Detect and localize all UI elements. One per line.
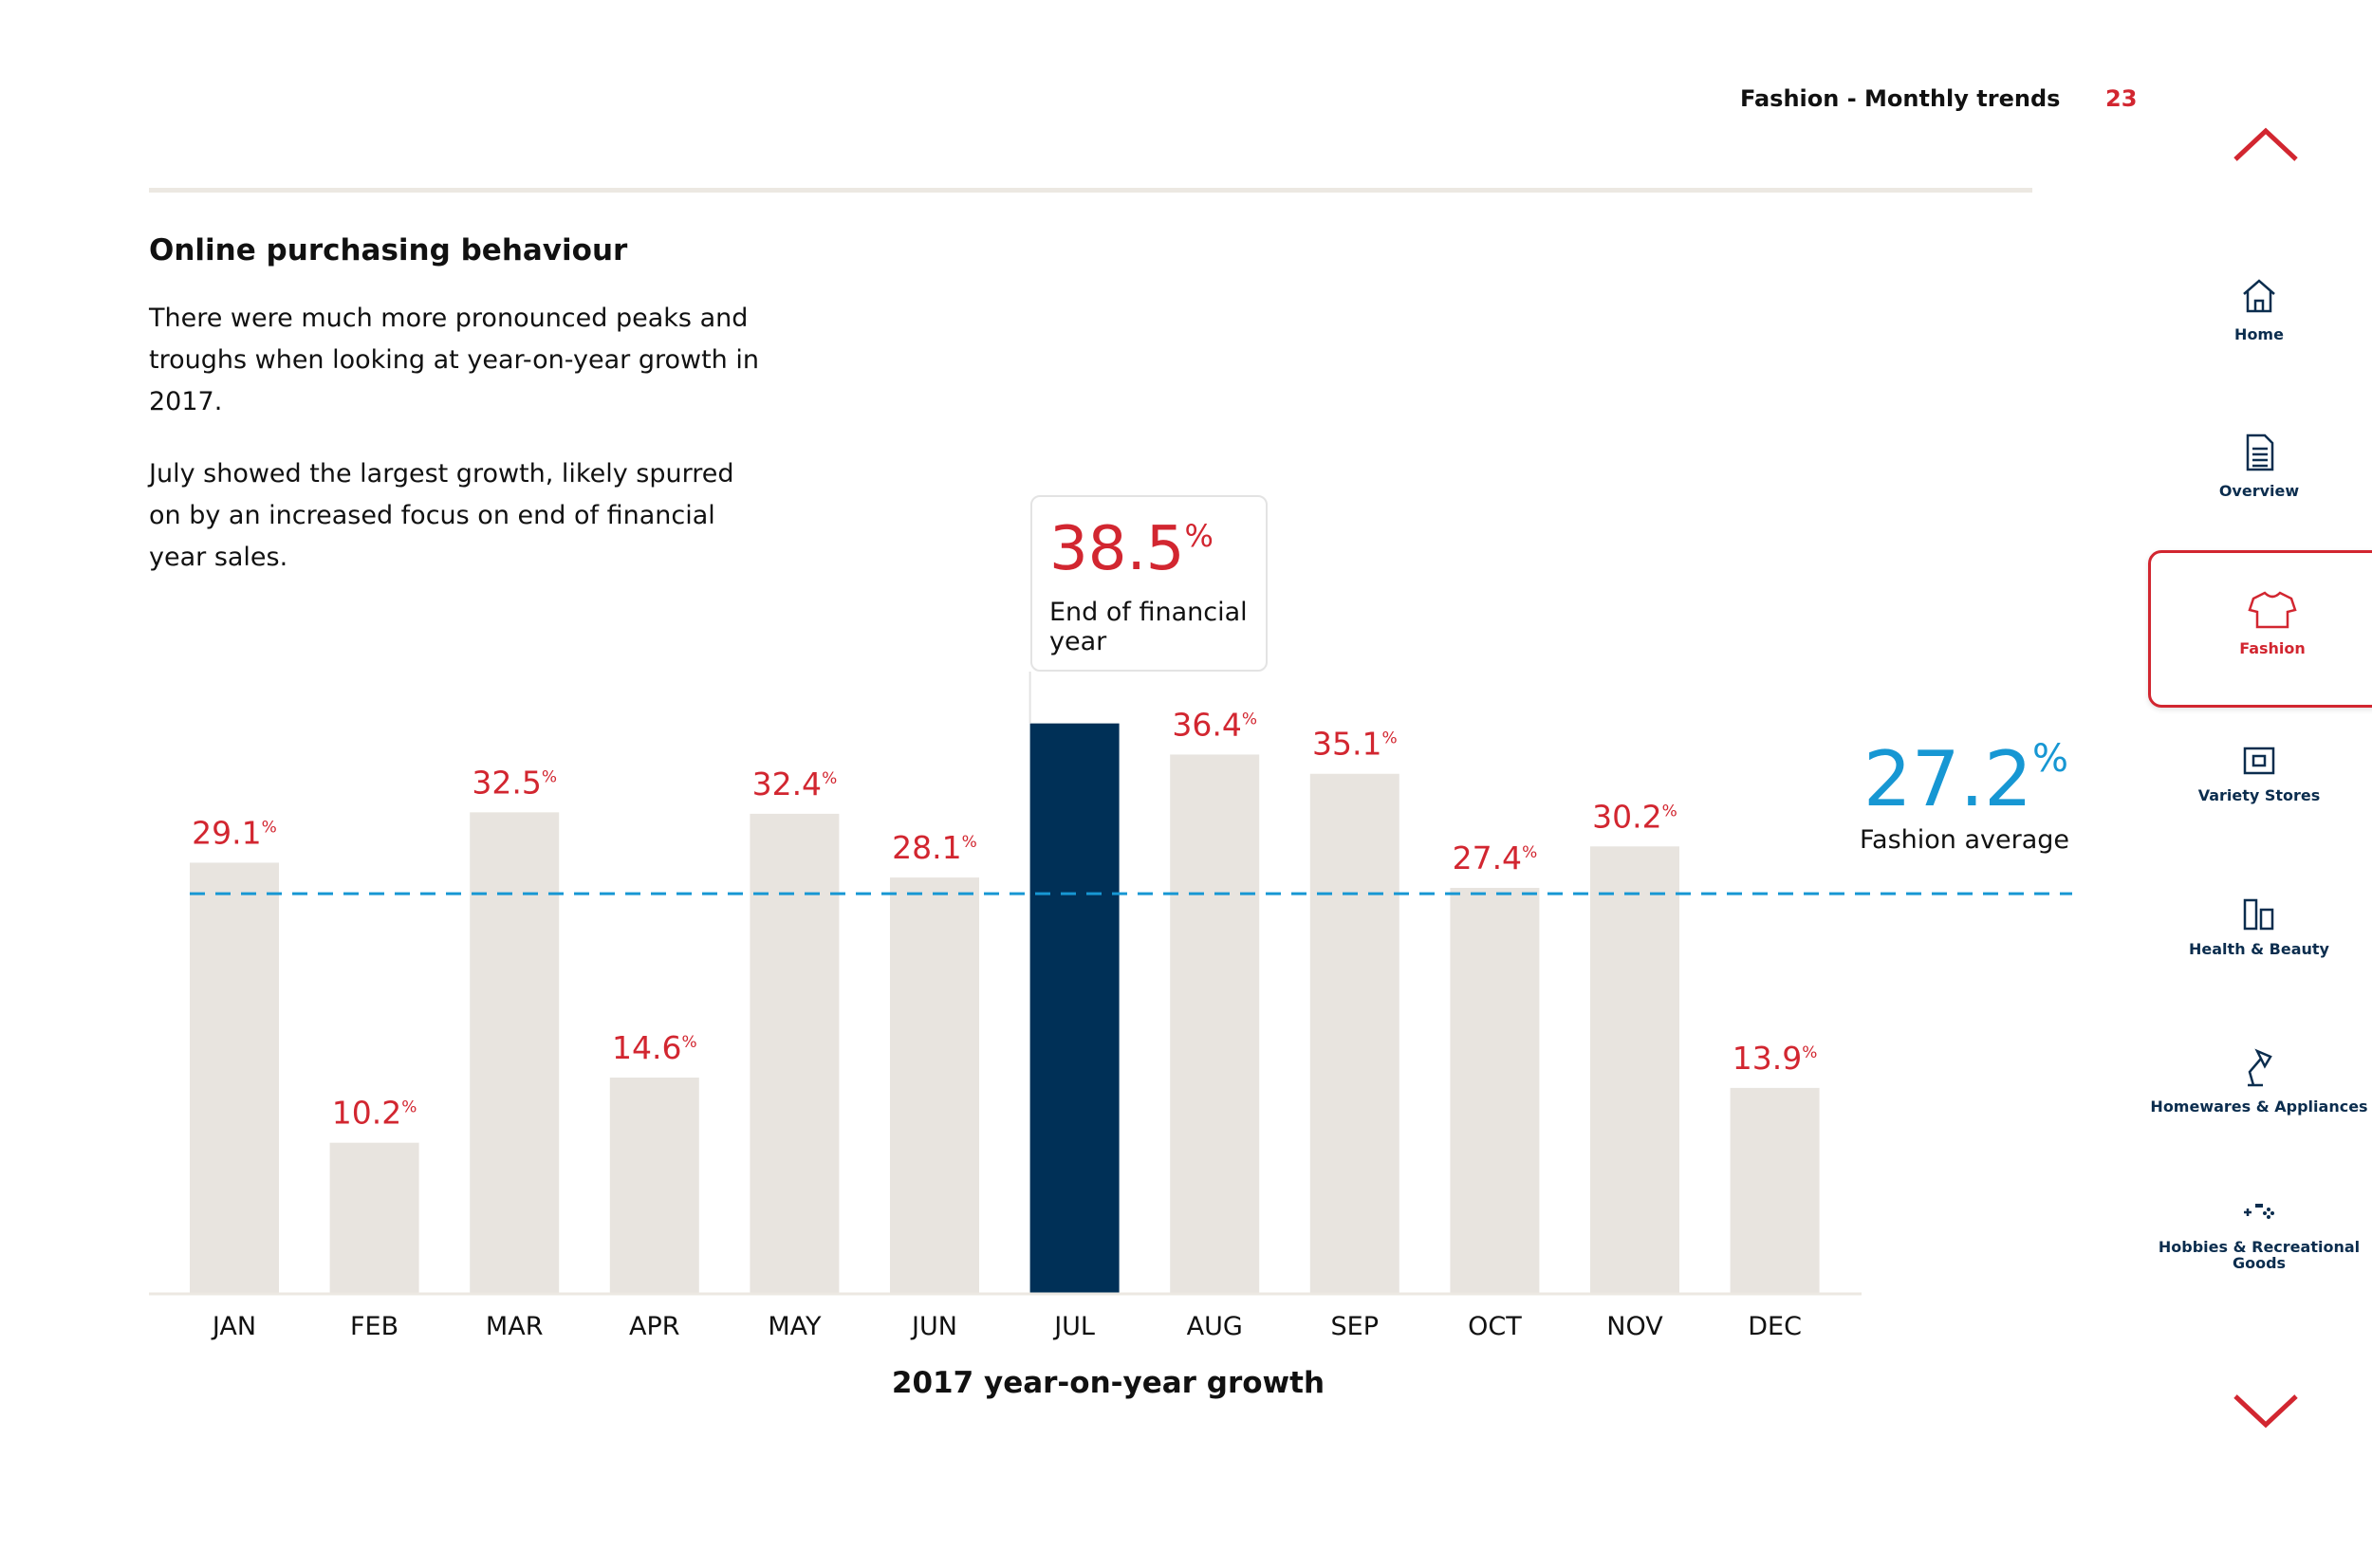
document-icon [2246, 434, 2274, 471]
sidebar-item-homewares[interactable]: Homewares & Appliances [2146, 1047, 2372, 1115]
bar-apr [609, 1077, 699, 1294]
tick-label-dec: DEC [1748, 1312, 1802, 1341]
sidebar-item-label: Homewares & Appliances [2150, 1098, 2368, 1116]
data-label-mar: 32.5% [472, 764, 557, 801]
sidebar-item-overview[interactable]: Overview [2146, 432, 2372, 499]
july-paragraph: July showed the largest growth, likely s… [149, 459, 734, 572]
bar-may [750, 813, 840, 1294]
intro-paragraph: There were much more pronounced peaks an… [149, 304, 759, 416]
tick-label-jun: JUN [910, 1312, 957, 1341]
bottles-icon [2243, 898, 2274, 931]
average-value: 27.2% [1862, 735, 2068, 823]
gamepad-icon [2244, 1204, 2274, 1219]
lamp-icon [2248, 1048, 2272, 1087]
tick-label-feb: FEB [350, 1312, 398, 1341]
average-label: Fashion average [1860, 825, 2070, 855]
bar-dec [1730, 1087, 1820, 1294]
data-label-sep: 35.1% [1312, 726, 1398, 763]
bar-oct [1450, 888, 1540, 1294]
sidebar-item-hobbies[interactable]: Hobbies & Recreational Goods [2146, 1195, 2372, 1271]
tick-label-mar: MAR [486, 1312, 544, 1341]
data-label-oct: 27.4% [1453, 839, 1538, 876]
tick-label-nov: NOV [1606, 1312, 1663, 1341]
header-divider [149, 188, 2032, 193]
sidebar-item-fashion[interactable]: Fashion [2148, 550, 2372, 708]
sidebar-item-home[interactable]: Home [2146, 275, 2372, 342]
home-icon [2243, 279, 2275, 313]
tick-label-jul: JUL [1052, 1312, 1095, 1341]
data-label-aug: 36.4% [1172, 706, 1257, 743]
tick-label-jan: JAN [211, 1312, 256, 1341]
tick-label-apr: APR [629, 1312, 680, 1341]
bar-mar [470, 812, 560, 1294]
sidebar-item-label: Overview [2218, 482, 2300, 500]
sidebar-item-label: Variety Stores [2197, 786, 2321, 804]
sidebar-item-label: Fashion [2239, 639, 2306, 657]
sidebar-item-label: Hobbies & Recreational Goods [2158, 1238, 2361, 1272]
scroll-up-icon[interactable] [2232, 123, 2300, 165]
page-number: 23 [2105, 85, 2138, 112]
scroll-down-icon[interactable] [2232, 1391, 2300, 1432]
bar-nov [1590, 846, 1679, 1294]
highlight-callout: 38.5% End of financial year [1030, 495, 1268, 672]
section-title: Fashion - Monthly trends [1740, 85, 2061, 112]
bar-jan [190, 862, 279, 1294]
bar-feb [329, 1142, 419, 1294]
bar-jul [1029, 723, 1120, 1294]
sidebar-nav: Home Overview Fashion Variety Stores Hea… [2146, 0, 2372, 1568]
data-label-may: 32.4% [752, 766, 838, 802]
tick-label-sep: SEP [1331, 1312, 1379, 1341]
tick-label-may: MAY [768, 1312, 822, 1341]
data-label-nov: 30.2% [1592, 798, 1677, 835]
data-label-dec: 13.9% [1733, 1040, 1818, 1077]
store-icon [2243, 747, 2275, 775]
sidebar-item-label: Home [2234, 325, 2284, 343]
average-marker: 27.2% Fashion average [1860, 735, 2070, 855]
bar-jun [890, 877, 979, 1294]
tick-label-aug: AUG [1187, 1312, 1243, 1341]
data-label-jun: 28.1% [892, 829, 977, 866]
bar-aug [1170, 754, 1260, 1294]
sidebar-item-label: Health & Beauty [2189, 940, 2329, 958]
data-label-jan: 29.1% [192, 814, 277, 851]
sidebar-item-variety-stores[interactable]: Variety Stores [2146, 744, 2372, 803]
callout-label: End of financial year [1049, 598, 1248, 656]
sidebar-item-health-beauty[interactable]: Health & Beauty [2146, 897, 2372, 957]
tick-label-oct: OCT [1468, 1312, 1522, 1341]
tshirt-icon [2248, 591, 2297, 629]
page-heading: Online purchasing behaviour [149, 233, 628, 267]
callout-value: 38.5% [1049, 514, 1214, 584]
data-label-apr: 14.6% [612, 1029, 697, 1066]
data-label-feb: 10.2% [332, 1095, 417, 1132]
chart-title: 2017 year-on-year growth [892, 1366, 1325, 1400]
bar-sep [1309, 773, 1399, 1294]
